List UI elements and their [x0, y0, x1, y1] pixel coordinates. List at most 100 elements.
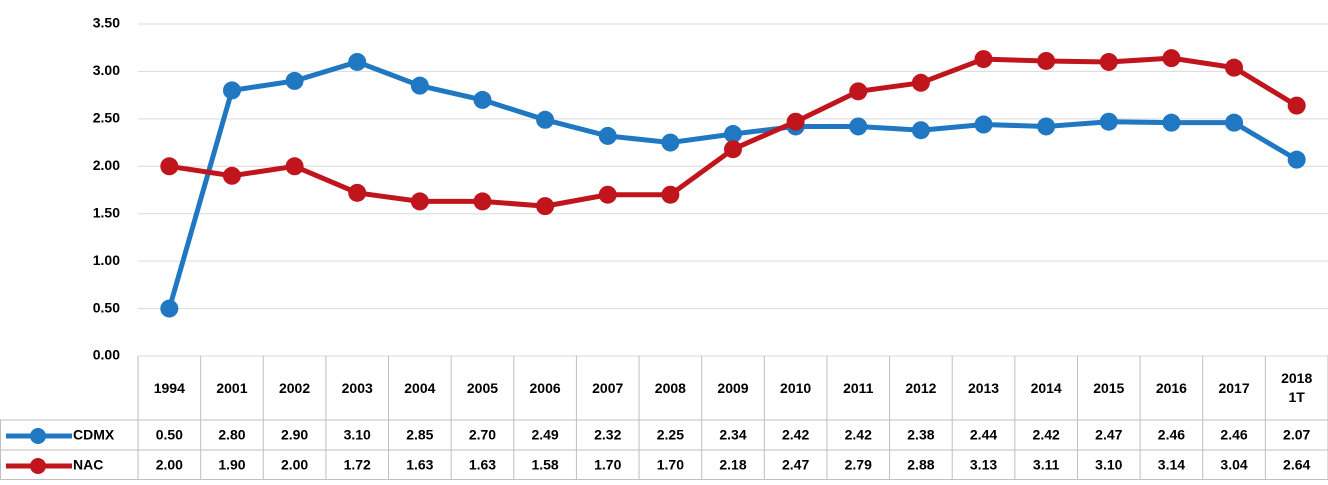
- marker: [786, 112, 805, 131]
- marker: [160, 157, 179, 176]
- table-value: 3.10: [344, 427, 371, 443]
- y-tick-label: 1.50: [93, 204, 120, 220]
- x-tick-label: 2017: [1218, 379, 1250, 396]
- marker: [1162, 49, 1181, 68]
- legend-label: CDMX: [73, 427, 115, 443]
- table-value: 2.85: [406, 427, 433, 443]
- table-value: 2.47: [782, 457, 809, 473]
- y-tick-label: 1.00: [93, 252, 120, 268]
- marker: [1225, 58, 1244, 77]
- x-tick-label: 2004: [404, 379, 436, 396]
- table-value: 1.70: [594, 457, 621, 473]
- table-value: 2.42: [1033, 427, 1060, 443]
- marker: [598, 185, 617, 204]
- y-tick-label: 2.50: [93, 110, 120, 126]
- marker: [974, 115, 993, 134]
- table-value: 2.42: [845, 427, 872, 443]
- marker: [1287, 150, 1306, 169]
- marker: [473, 90, 492, 109]
- y-tick-label: 2.00: [93, 157, 120, 173]
- marker: [536, 110, 555, 129]
- marker: [849, 117, 868, 136]
- x-tick-label-box: 2005: [466, 379, 499, 396]
- table-value: 2.44: [970, 427, 997, 443]
- y-tick-label: 0.50: [93, 299, 120, 315]
- table-value: 2.46: [1220, 427, 1247, 443]
- x-tick-label-box: 2015: [1093, 380, 1124, 396]
- x-tick-label: 2003: [341, 379, 373, 396]
- x-tick-label: 2014: [1030, 379, 1062, 396]
- marker: [661, 185, 680, 204]
- x-tick-label: 2011: [843, 379, 874, 396]
- y-tick-label: 3.50: [93, 15, 120, 31]
- x-tick-label-box: 2004: [404, 379, 436, 396]
- table-value: 1.58: [531, 457, 558, 473]
- marker: [1162, 113, 1181, 132]
- marker: [536, 197, 555, 216]
- table-value: 1.72: [344, 457, 371, 473]
- marker: [1037, 51, 1056, 70]
- x-tick-label: 2009: [717, 379, 749, 396]
- x-tick-label: 2005: [466, 379, 499, 396]
- table-value: 2.00: [156, 457, 183, 473]
- marker: [911, 73, 930, 92]
- x-tick-label-box: 2006: [529, 379, 561, 396]
- x-tick-label-box: 2009: [717, 379, 749, 396]
- marker: [348, 52, 367, 71]
- x-tick-label: 2013: [967, 379, 1000, 396]
- x-tick-label: 2007: [592, 379, 624, 396]
- table-value: 2.47: [1095, 427, 1122, 443]
- table-value: 3.14: [1158, 457, 1185, 473]
- table-value: 2.00: [281, 457, 308, 473]
- x-tick-label-box: 2007: [592, 379, 624, 396]
- x-tick-label-box: 2008: [654, 379, 686, 396]
- y-tick-label: 3.00: [93, 62, 120, 78]
- x-tick-label-box: 2003: [341, 379, 373, 396]
- x-tick-label: 2008: [654, 379, 686, 396]
- marker: [598, 126, 617, 145]
- table-value: 3.04: [1220, 457, 1247, 473]
- x-tick-label-box: 2017: [1218, 379, 1250, 396]
- marker: [1037, 117, 1056, 136]
- table-value: 0.50: [156, 427, 183, 443]
- table-value: 1.70: [657, 457, 684, 473]
- table-value: 2.42: [782, 427, 809, 443]
- x-tick-label: 2001: [216, 379, 248, 396]
- table-value: 2.80: [218, 427, 245, 443]
- x-tick-label: 1994: [153, 379, 185, 396]
- x-tick-label-box: 2010: [780, 380, 811, 396]
- table-value: 2.64: [1283, 457, 1310, 473]
- x-tick-label: 2002: [278, 379, 311, 396]
- x-tick-label-box: 1994: [153, 379, 185, 396]
- x-tick-label-box: 2018 1T: [1281, 370, 1312, 405]
- marker: [473, 192, 492, 211]
- x-tick-label: 2016: [1155, 379, 1187, 396]
- marker: [348, 183, 367, 202]
- table-value: 3.10: [1095, 457, 1122, 473]
- marker: [285, 157, 304, 176]
- marker: [974, 50, 993, 69]
- marker: [911, 121, 930, 140]
- table-value: 2.34: [719, 427, 746, 443]
- x-tick-label: 2006: [529, 379, 561, 396]
- x-tick-label-box: 2001: [216, 379, 248, 396]
- marker: [160, 299, 179, 318]
- table-value: 2.07: [1283, 427, 1310, 443]
- table-value: 1.63: [406, 457, 433, 473]
- table-value: 2.90: [281, 427, 308, 443]
- marker: [1287, 96, 1306, 115]
- table-value: 3.11: [1033, 457, 1060, 473]
- marker: [1099, 52, 1118, 71]
- table-value: 2.70: [469, 427, 496, 443]
- marker: [1099, 112, 1118, 131]
- legend-label: NAC: [73, 457, 103, 473]
- table-value: 3.13: [970, 457, 997, 473]
- x-tick-label-box: 2012: [905, 380, 936, 396]
- x-tick-label-box: 2016: [1155, 379, 1187, 396]
- x-tick-label-box: 2014: [1030, 379, 1062, 396]
- legend-marker: [30, 428, 46, 444]
- y-tick-label: 0.00: [93, 347, 120, 363]
- table-value: 2.25: [657, 427, 684, 443]
- marker: [661, 133, 680, 152]
